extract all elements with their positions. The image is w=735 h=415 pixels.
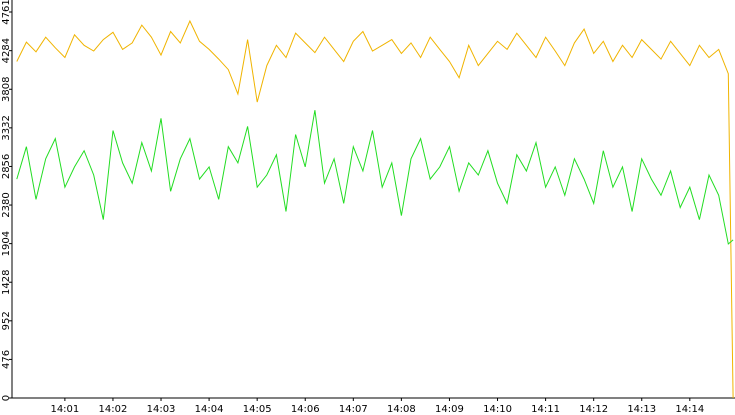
y-tick-label: 2380: [1, 192, 12, 217]
y-tick-label: 952: [1, 311, 12, 330]
x-tick-label: 14:01: [50, 404, 79, 415]
y-tick-label: 3808: [1, 77, 12, 102]
y-tick-label: 4761: [1, 0, 12, 25]
y-tick-label: 1428: [1, 269, 12, 294]
x-tick-label: 14:03: [147, 404, 176, 415]
x-tick-label: 14:04: [195, 404, 224, 415]
y-tick-label: 0: [1, 395, 12, 401]
x-tick-label: 14:06: [291, 404, 320, 415]
x-tick-label: 14:07: [339, 404, 368, 415]
y-tick-label: 2856: [1, 154, 12, 179]
x-tick-label: 14:13: [627, 404, 656, 415]
x-tick-label: 14:12: [579, 404, 608, 415]
x-tick-label: 14:14: [675, 404, 704, 415]
series-line: [16, 110, 734, 245]
x-tick-label: 14:09: [435, 404, 464, 415]
series-line: [16, 19, 734, 399]
x-tick-label: 14:10: [483, 404, 512, 415]
x-tick-label: 14:08: [387, 404, 416, 415]
y-tick-label: 3332: [1, 115, 12, 140]
x-tick-label: 14:02: [99, 404, 128, 415]
y-tick-label: 476: [1, 350, 12, 369]
y-tick-label: 4284: [1, 38, 12, 63]
x-tick-label: 14:05: [243, 404, 272, 415]
y-tick-label: 1904: [1, 231, 12, 256]
x-tick-label: 14:11: [531, 404, 560, 415]
